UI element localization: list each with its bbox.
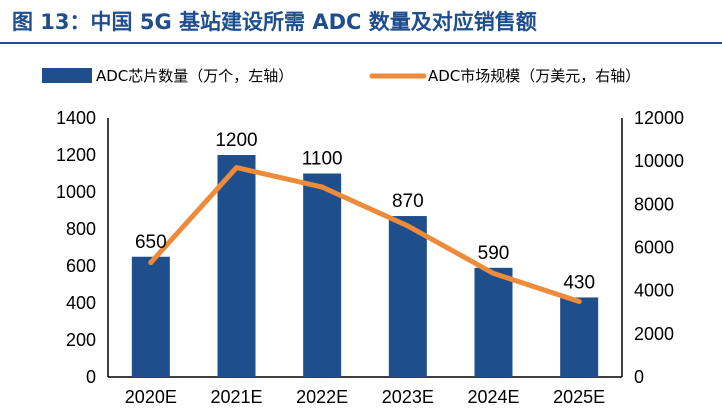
x-tick-label: 2022E bbox=[296, 387, 348, 407]
left-axis-ticks: 0 200 400 600 800 1000 1200 1400 bbox=[56, 108, 96, 387]
left-tick-label: 0 bbox=[86, 367, 96, 387]
bar bbox=[474, 267, 513, 377]
bar-value-label: 870 bbox=[392, 191, 424, 212]
series-line bbox=[148, 165, 582, 304]
x-tick-label: 2023E bbox=[382, 387, 434, 407]
line-point bbox=[148, 260, 154, 266]
x-tick-label: 2021E bbox=[210, 387, 262, 407]
right-tick-label: 10000 bbox=[634, 151, 684, 171]
bar-series bbox=[131, 155, 599, 377]
x-axis-ticks: 2020E 2021E 2022E 2023E 2024E 2025E bbox=[125, 387, 605, 407]
line-point bbox=[234, 165, 239, 171]
left-tick-label: 600 bbox=[66, 256, 96, 276]
left-tick-label: 1000 bbox=[56, 182, 96, 202]
legend-label-line: ADC市场规模（万美元，右轴） bbox=[428, 67, 640, 85]
bar-value-label: 590 bbox=[478, 243, 510, 264]
x-tick-label: 2024E bbox=[467, 387, 519, 407]
line-point bbox=[576, 298, 582, 304]
bar bbox=[560, 297, 599, 377]
bar bbox=[217, 155, 256, 377]
bar-value-label: 650 bbox=[135, 232, 167, 253]
left-tick-label: 200 bbox=[66, 330, 96, 350]
legend-label-bar: ADC芯片数量（万个，左轴） bbox=[96, 67, 293, 85]
chart-title: 图 13：中国 5G 基站建设所需 ADC 数量及对应销售额 bbox=[12, 10, 537, 34]
title-rule bbox=[0, 42, 722, 44]
right-axis-ticks: 0 2000 4000 6000 8000 10000 12000 bbox=[634, 108, 684, 387]
bar-value-label: 1100 bbox=[302, 149, 343, 170]
right-tick-label: 4000 bbox=[634, 281, 674, 301]
line-point bbox=[491, 270, 496, 276]
right-tick-label: 2000 bbox=[634, 324, 674, 344]
data-labels: 650 1200 1100 870 590 430 bbox=[135, 130, 595, 293]
left-tick-label: 1400 bbox=[56, 108, 96, 128]
left-tick-label: 800 bbox=[66, 219, 96, 239]
line-series bbox=[148, 165, 582, 304]
bar bbox=[303, 173, 342, 377]
right-tick-label: 0 bbox=[634, 367, 644, 387]
left-tick-label: 400 bbox=[66, 293, 96, 313]
right-tick-label: 6000 bbox=[634, 238, 674, 258]
left-tick-label: 1200 bbox=[56, 145, 96, 165]
right-tick-label: 8000 bbox=[634, 194, 674, 214]
legend: ADC芯片数量（万个，左轴） ADC市场规模（万美元，右轴） bbox=[42, 67, 640, 85]
line-point bbox=[319, 184, 325, 190]
bar-value-label: 430 bbox=[563, 272, 595, 293]
right-tick-label: 12000 bbox=[634, 108, 684, 128]
x-tick-label: 2025E bbox=[553, 387, 605, 407]
legend-swatch-bar bbox=[42, 68, 92, 83]
x-tick-label: 2020E bbox=[125, 387, 177, 407]
bar bbox=[131, 256, 170, 377]
bar bbox=[388, 216, 427, 377]
line-point bbox=[405, 223, 411, 229]
bar-value-label: 1200 bbox=[215, 130, 257, 151]
